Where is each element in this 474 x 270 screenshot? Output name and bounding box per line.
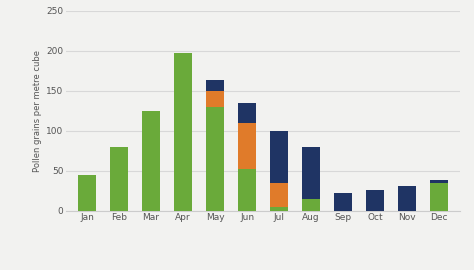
Bar bbox=[78, 176, 96, 211]
Bar bbox=[430, 183, 448, 211]
Bar bbox=[270, 183, 288, 207]
Bar bbox=[302, 147, 320, 199]
Bar bbox=[206, 80, 224, 91]
Bar bbox=[366, 190, 384, 211]
Bar bbox=[238, 103, 256, 123]
Bar bbox=[238, 169, 256, 211]
Y-axis label: Pollen grains per metre cube: Pollen grains per metre cube bbox=[33, 50, 42, 172]
Bar bbox=[206, 91, 224, 107]
Bar bbox=[302, 199, 320, 211]
Bar bbox=[174, 53, 192, 211]
Bar bbox=[398, 186, 416, 211]
Bar bbox=[206, 107, 224, 211]
Bar bbox=[238, 123, 256, 169]
Bar bbox=[430, 180, 448, 183]
Bar bbox=[142, 111, 160, 211]
Bar bbox=[270, 131, 288, 183]
Bar bbox=[334, 193, 352, 211]
Bar bbox=[110, 147, 128, 211]
Bar bbox=[270, 207, 288, 211]
